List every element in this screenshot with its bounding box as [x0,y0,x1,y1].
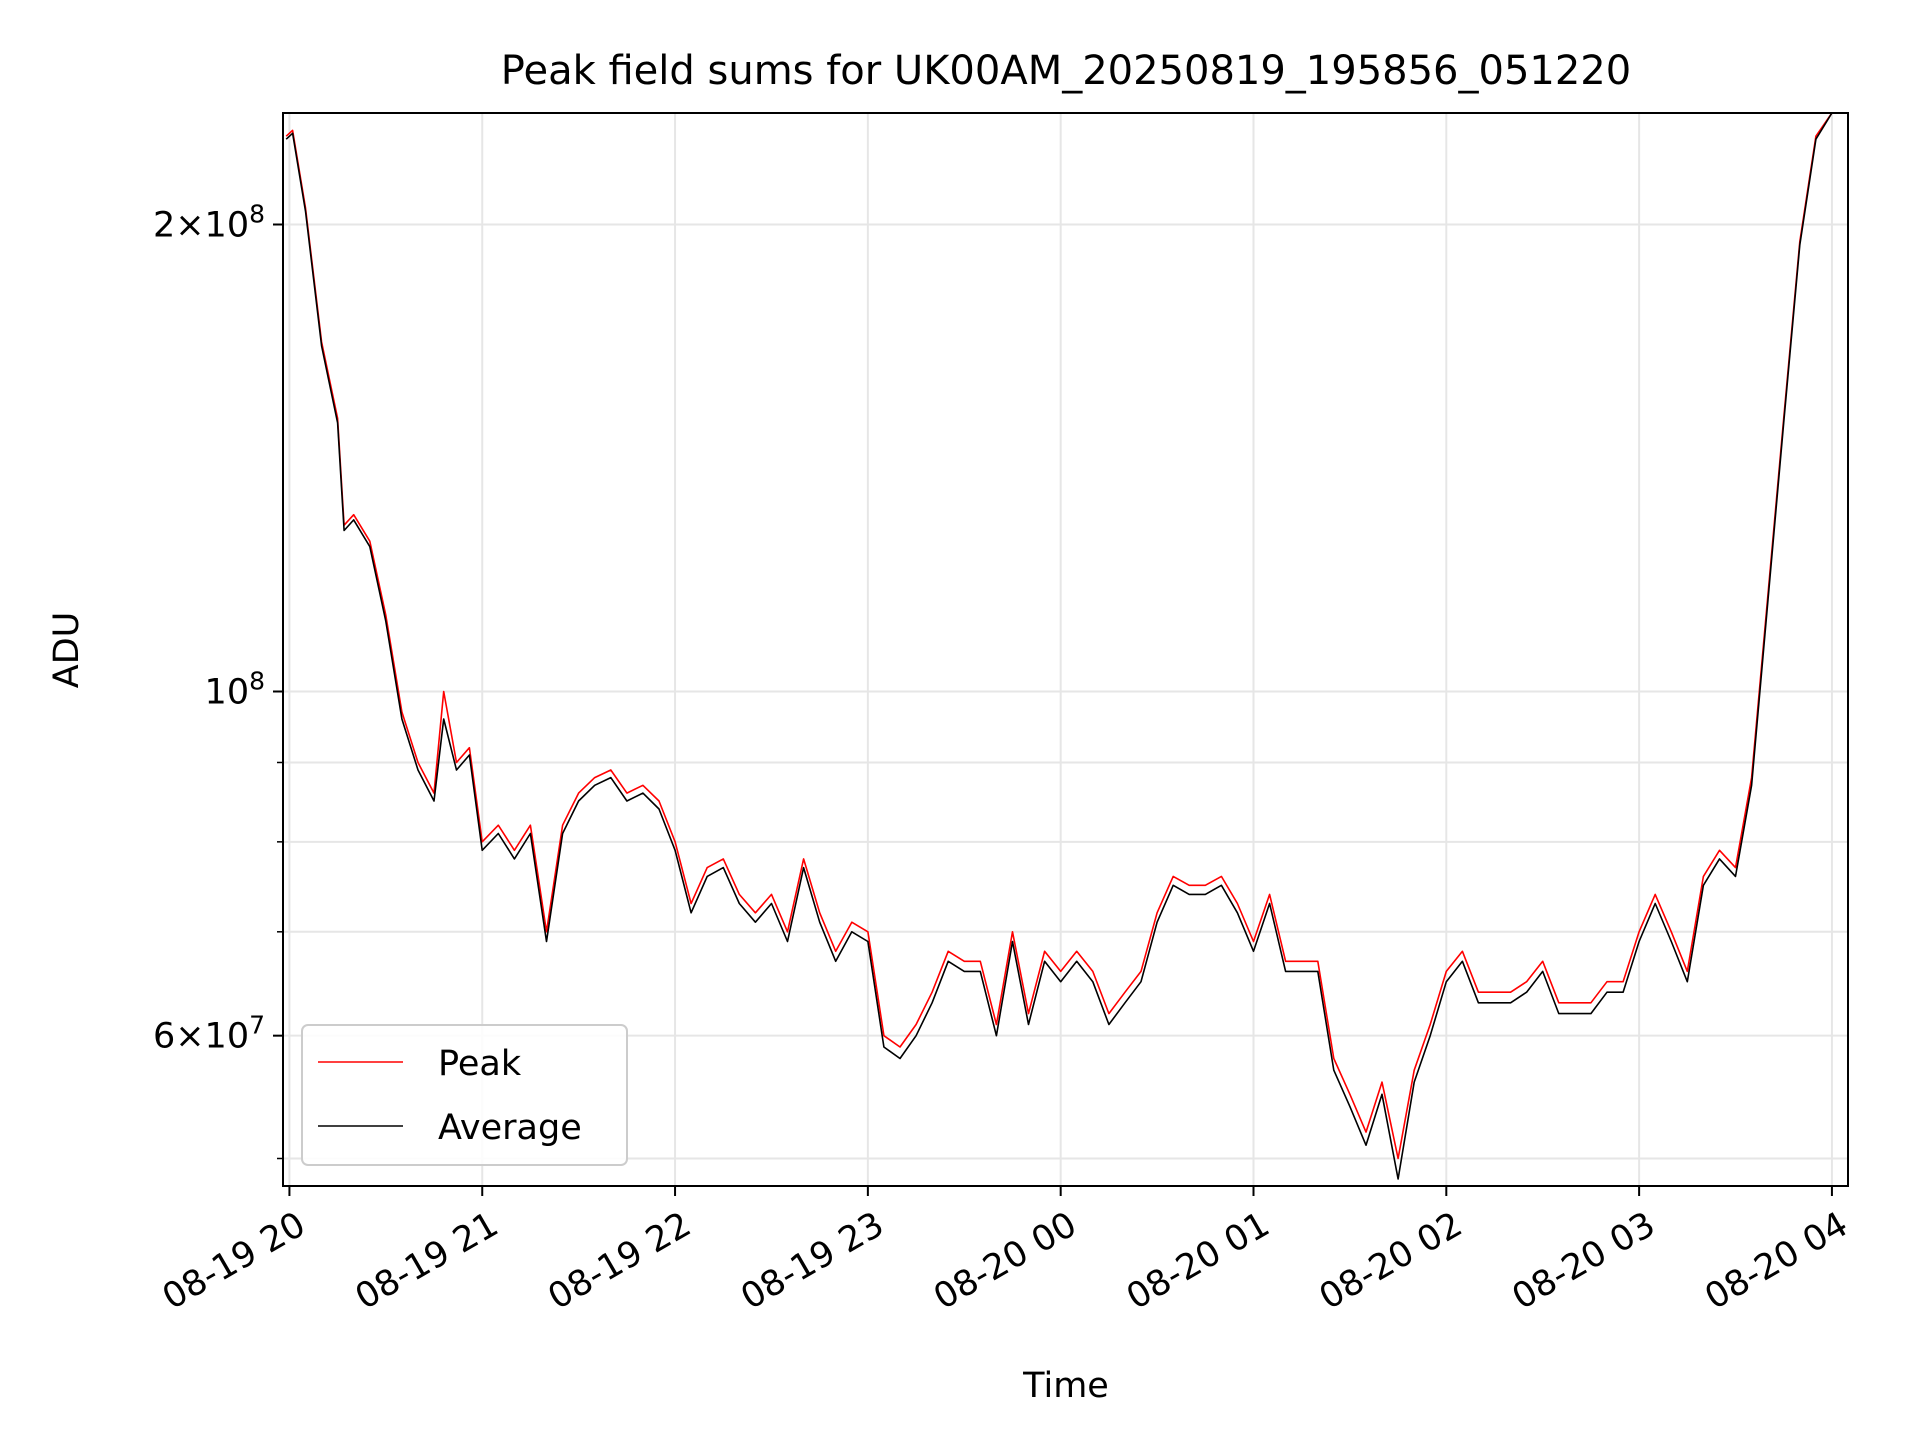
grid [283,113,1848,1186]
plot-frame [282,112,1849,1187]
y-tick-label: 6×107 [153,1011,265,1057]
legend-label-peak: Peak [438,1044,522,1084]
legend-box [301,1024,628,1166]
legend-label-average: Average [438,1108,582,1148]
y-axis: 6×107 108 2×108 [153,200,283,1160]
y-tick-label: 108 [205,667,265,713]
chart-title: Peak field sums for UK00AM_20250819_1958… [501,48,1631,94]
series-line-average [285,112,1833,1180]
legend: Peak Average [301,1024,628,1166]
y-axis-label: ADU [47,612,87,689]
series-line-peak [285,112,1833,1160]
x-axis-label: Time [1022,1366,1109,1406]
series-layer [285,112,1833,1180]
y-tick-label: 2×108 [153,200,265,246]
